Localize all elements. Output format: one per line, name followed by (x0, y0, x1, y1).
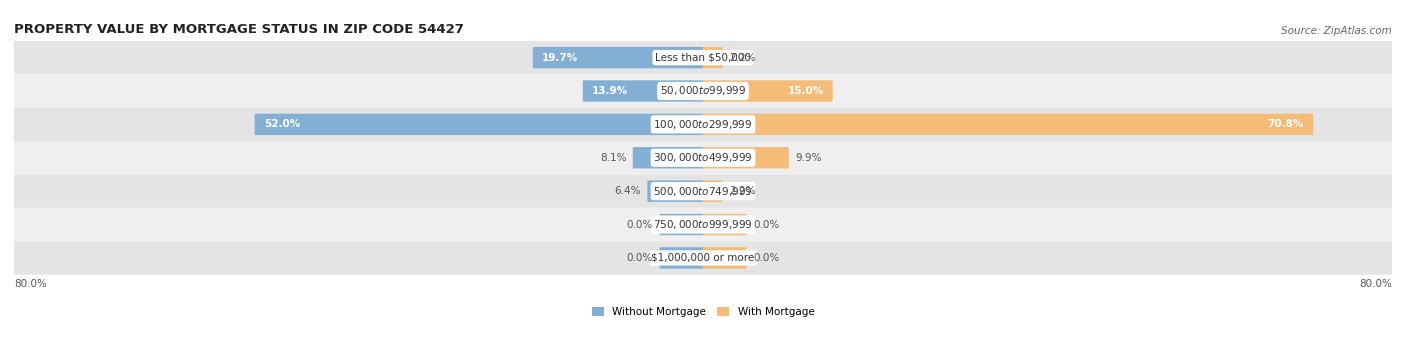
Text: PROPERTY VALUE BY MORTGAGE STATUS IN ZIP CODE 54427: PROPERTY VALUE BY MORTGAGE STATUS IN ZIP… (14, 23, 464, 36)
FancyBboxPatch shape (703, 214, 747, 235)
Text: 0.0%: 0.0% (627, 220, 652, 229)
Text: $1,000,000 or more: $1,000,000 or more (651, 253, 755, 263)
FancyBboxPatch shape (0, 74, 1406, 108)
Text: $500,000 to $749,999: $500,000 to $749,999 (654, 184, 752, 198)
Text: 19.7%: 19.7% (541, 53, 578, 63)
FancyBboxPatch shape (703, 180, 723, 202)
Text: 2.2%: 2.2% (728, 53, 755, 63)
Text: 80.0%: 80.0% (1360, 279, 1392, 288)
FancyBboxPatch shape (533, 47, 703, 68)
Text: 8.1%: 8.1% (600, 153, 626, 163)
Text: 13.9%: 13.9% (592, 86, 628, 96)
Text: 0.0%: 0.0% (754, 220, 779, 229)
FancyBboxPatch shape (659, 247, 703, 269)
FancyBboxPatch shape (703, 147, 789, 168)
Text: 2.2%: 2.2% (728, 186, 755, 196)
FancyBboxPatch shape (703, 247, 747, 269)
Text: $50,000 to $99,999: $50,000 to $99,999 (659, 85, 747, 98)
Text: 0.0%: 0.0% (627, 253, 652, 263)
FancyBboxPatch shape (703, 47, 723, 68)
FancyBboxPatch shape (659, 214, 703, 235)
Text: 9.9%: 9.9% (796, 153, 821, 163)
FancyBboxPatch shape (254, 114, 703, 135)
FancyBboxPatch shape (0, 175, 1406, 208)
FancyBboxPatch shape (703, 114, 1313, 135)
Text: $300,000 to $499,999: $300,000 to $499,999 (654, 151, 752, 164)
FancyBboxPatch shape (0, 108, 1406, 141)
Text: 52.0%: 52.0% (264, 119, 299, 129)
Text: 0.0%: 0.0% (754, 253, 779, 263)
FancyBboxPatch shape (0, 208, 1406, 241)
FancyBboxPatch shape (703, 80, 832, 102)
FancyBboxPatch shape (633, 147, 703, 168)
FancyBboxPatch shape (0, 141, 1406, 175)
Text: $750,000 to $999,999: $750,000 to $999,999 (654, 218, 752, 231)
Text: $100,000 to $299,999: $100,000 to $299,999 (654, 118, 752, 131)
Text: 70.8%: 70.8% (1268, 119, 1305, 129)
FancyBboxPatch shape (0, 241, 1406, 275)
Text: 80.0%: 80.0% (14, 279, 46, 288)
FancyBboxPatch shape (582, 80, 703, 102)
Text: 15.0%: 15.0% (787, 86, 824, 96)
Text: Source: ZipAtlas.com: Source: ZipAtlas.com (1281, 26, 1392, 36)
Text: 6.4%: 6.4% (614, 186, 641, 196)
Text: Less than $50,000: Less than $50,000 (655, 53, 751, 63)
Legend: Without Mortgage, With Mortgage: Without Mortgage, With Mortgage (592, 307, 814, 317)
FancyBboxPatch shape (647, 180, 703, 202)
FancyBboxPatch shape (0, 41, 1406, 74)
